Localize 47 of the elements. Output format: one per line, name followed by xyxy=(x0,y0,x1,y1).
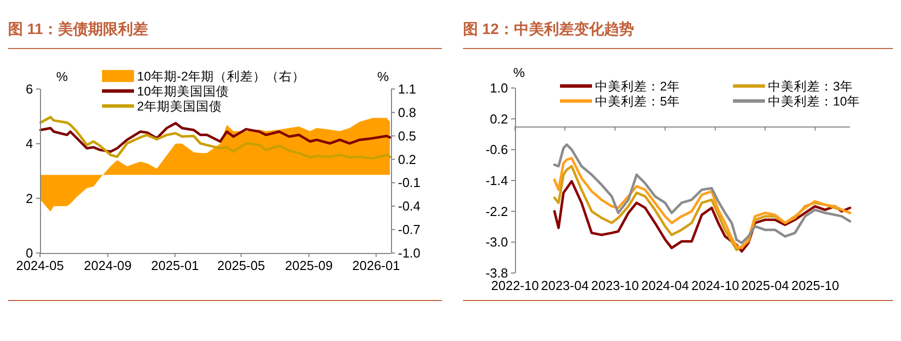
x-tick-label: 2025-10 xyxy=(791,278,840,293)
legend-label: 中美利差：3年 xyxy=(768,78,853,94)
x-tick-label: 2023-04 xyxy=(540,278,589,293)
y2-tick-label: -0.7 xyxy=(398,222,420,238)
legend-label: 10年期美国国债 xyxy=(137,84,229,98)
legend-label: 2年期美国国债 xyxy=(137,98,222,114)
y-tick-label: 1.0 xyxy=(490,80,508,96)
y2-tick-label: -0.1 xyxy=(398,175,420,190)
y-tick-label: 0.2 xyxy=(490,111,508,126)
y-tick-label: -0.6 xyxy=(486,142,508,158)
legend-label: 中美利差：5年 xyxy=(595,94,680,108)
line-series xyxy=(553,143,852,244)
x-tick-label: 2025-04 xyxy=(741,278,789,293)
y-tick-label: -1.4 xyxy=(486,173,508,188)
y2-axis-title: % xyxy=(377,69,390,84)
y2-tick-label: 1.1 xyxy=(398,82,416,96)
x-tick-label: 2024-04 xyxy=(641,278,689,293)
chart-title: 图 12：中美利差变化趋势 xyxy=(463,20,634,38)
x-tick-label: 2025-09 xyxy=(285,258,333,273)
y-tick-label: 4 xyxy=(26,136,33,152)
legend-label: 10年期-2年期（利差）（右） xyxy=(137,70,306,84)
chart-title: 图 11：美债期限利差 xyxy=(8,20,148,38)
y-tick-label: -2.2 xyxy=(486,204,508,219)
x-tick-label: 2022-10 xyxy=(491,278,539,293)
y-tick-label: 6 xyxy=(26,82,33,96)
y-axis-title: % xyxy=(56,69,68,84)
y-tick-label: 2 xyxy=(26,190,33,206)
y-tick-label: -3.8 xyxy=(486,266,508,280)
x-tick-label: 2023-10 xyxy=(591,278,639,293)
y-axis-title: % xyxy=(513,65,526,80)
line-series xyxy=(39,122,392,153)
x-tick-label: 2024-09 xyxy=(84,258,132,273)
y2-tick-label: -0.4 xyxy=(398,198,420,214)
y2-tick-label: 0.8 xyxy=(398,104,416,120)
x-tick-label: 2024-05 xyxy=(16,258,64,273)
legend-label: 中美利差：2年 xyxy=(595,78,680,94)
y-tick-label: 0 xyxy=(26,246,33,260)
x-tick-label: 2025-01 xyxy=(151,258,199,273)
y2-tick-label: 0.2 xyxy=(398,152,416,167)
line-series xyxy=(39,116,392,160)
legend-label: 中美利差：10年 xyxy=(768,94,860,108)
y-tick-label: -3.0 xyxy=(486,234,508,250)
y2-tick-label: 0.5 xyxy=(398,128,416,144)
x-tick-label: 2024-10 xyxy=(691,278,740,293)
y2-tick-label: -1.0 xyxy=(398,246,420,260)
x-tick-label: 2026-01 xyxy=(352,258,400,273)
x-tick-label: 2025-05 xyxy=(217,258,265,273)
